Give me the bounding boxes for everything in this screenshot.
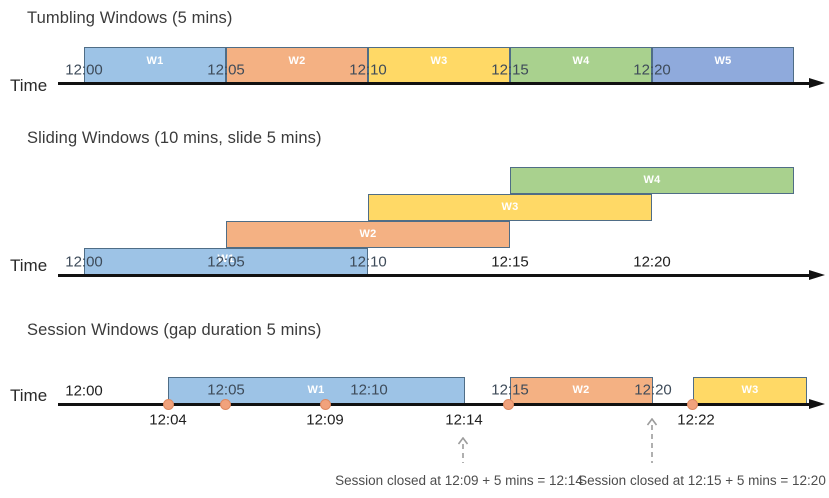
- tick-label-sliding-1210: 12:10: [349, 253, 387, 271]
- window-label-tumbling-w2: W2: [288, 55, 306, 67]
- tick-label-sliding-1205: 12:05: [207, 253, 245, 271]
- tick-label-session-1220: 12:20: [634, 381, 672, 399]
- window-label-session-w2: W2: [572, 384, 590, 396]
- time-axis-tumbling: [58, 82, 810, 85]
- tick-label-tumbling-1215: 12:15: [491, 61, 529, 79]
- tick-label-tumbling-1210: 12:10: [349, 61, 387, 79]
- time-axis-label-session: Time: [10, 386, 48, 405]
- window-label-session-w1: W1: [307, 384, 325, 396]
- tick-label-session-1210: 12:10: [350, 381, 388, 399]
- window-label-sliding-w3: W3: [501, 201, 519, 213]
- window-sliding-w2: [226, 221, 510, 248]
- window-tumbling-w3: [368, 47, 510, 84]
- tick-label-sliding-1200: 12:00: [65, 253, 103, 271]
- tick-label-session-1215: 12:15: [491, 381, 529, 399]
- tick-label-session-1209: 12:09: [306, 411, 344, 429]
- window-sliding-w3: [368, 194, 652, 221]
- tick-label-session-1204: 12:04: [149, 411, 187, 429]
- window-sliding-w4: [510, 167, 794, 194]
- window-tumbling-w5: [652, 47, 794, 84]
- session-close-arrow-icon: [646, 417, 658, 468]
- section-title-sliding: Sliding Windows (10 mins, slide 5 mins): [27, 129, 322, 147]
- session-close-annotation: Session closed at 12:09 + 5 mins = 12:14: [335, 473, 583, 488]
- tick-label-session-1200: 12:00: [65, 382, 103, 400]
- tick-label-tumbling-1200: 12:00: [65, 61, 103, 79]
- event-dot-icon: [686, 399, 698, 410]
- tick-label-sliding-1220: 12:20: [633, 253, 671, 271]
- window-session-w3: [693, 377, 807, 404]
- tick-label-tumbling-1220: 12:20: [633, 61, 671, 79]
- window-label-sliding-w2: W2: [359, 228, 377, 240]
- tick-label-session-1222: 12:22: [677, 411, 715, 429]
- time-axis-session: [58, 403, 810, 406]
- tick-label-session-1205: 12:05: [207, 381, 245, 399]
- window-session-w2: [510, 377, 653, 404]
- section-title-session: Session Windows (gap duration 5 mins): [27, 321, 322, 339]
- session-close-arrow-icon: [457, 436, 469, 468]
- event-dot-icon: [219, 399, 231, 410]
- window-label-sliding-w1: W1: [217, 253, 235, 265]
- window-tumbling-w1: [84, 47, 226, 84]
- event-dot-icon: [162, 399, 174, 410]
- section-title-tumbling: Tumbling Windows (5 mins): [27, 9, 233, 27]
- time-axis-label-tumbling: Time: [10, 76, 48, 95]
- axis-arrowhead-icon: [809, 399, 825, 409]
- time-axis-label-sliding: Time: [10, 256, 48, 275]
- event-dot-icon: [319, 399, 331, 410]
- window-tumbling-w2: [226, 47, 368, 84]
- time-axis-sliding: [58, 274, 810, 277]
- window-label-tumbling-w5: W5: [714, 55, 732, 67]
- axis-arrowhead-icon: [809, 270, 825, 280]
- event-dot-icon: [502, 399, 514, 410]
- window-label-tumbling-w1: W1: [146, 55, 164, 67]
- window-label-tumbling-w3: W3: [430, 55, 448, 67]
- tick-label-sliding-1215: 12:15: [491, 253, 529, 271]
- session-close-annotation: Session closed at 12:15 + 5 mins = 12:20: [578, 473, 826, 488]
- window-label-session-w3: W3: [741, 384, 759, 396]
- window-label-tumbling-w4: W4: [572, 55, 590, 67]
- axis-arrowhead-icon: [809, 78, 825, 88]
- window-label-sliding-w4: W4: [643, 174, 661, 186]
- tick-label-session-1214: 12:14: [445, 411, 483, 429]
- tick-label-tumbling-1205: 12:05: [207, 61, 245, 79]
